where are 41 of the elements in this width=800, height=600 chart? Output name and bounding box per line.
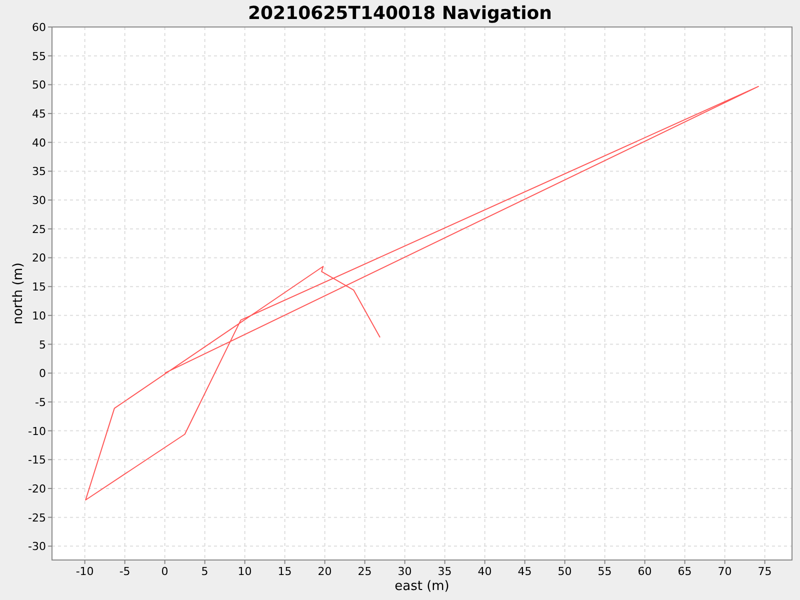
y-tick-label: 35 [32, 165, 46, 178]
y-tick-label: 50 [32, 78, 46, 92]
y-tick-label: -25 [28, 511, 46, 524]
x-tick-label: -10 [76, 565, 94, 578]
x-tick-label: 55 [598, 565, 612, 578]
x-tick-label: 25 [358, 565, 372, 578]
x-tick-label: 60 [638, 565, 652, 578]
y-tick-label: -20 [28, 482, 46, 496]
y-tick-label: 45 [32, 108, 46, 121]
y-tick-label: 10 [32, 309, 46, 322]
y-tick-label: 40 [32, 136, 46, 150]
x-tick-label: 30 [398, 565, 412, 578]
y-tick-label: 5 [39, 338, 46, 352]
y-tick-label: 30 [32, 194, 46, 208]
x-tick-label: 0 [161, 565, 168, 578]
y-tick-label: 20 [32, 252, 46, 265]
x-axis-title: east (m) [394, 579, 450, 594]
x-tick-label: 75 [758, 565, 772, 578]
y-tick-label: -10 [28, 424, 46, 438]
x-tick-label: 50 [558, 565, 572, 578]
chart-title: 20210625T140018 Navigation [248, 3, 552, 24]
y-tick-label: 60 [32, 21, 46, 34]
y-tick-label: -5 [35, 396, 46, 409]
x-tick-label: 65 [678, 565, 692, 578]
y-tick-label: 25 [32, 222, 46, 236]
x-tick-label: 20 [318, 565, 332, 578]
x-tick-label: 10 [238, 565, 252, 578]
y-tick-label: 15 [32, 280, 46, 294]
x-tick-label: 70 [718, 565, 732, 578]
y-tick-label: -15 [28, 454, 46, 467]
x-tick-label: 35 [438, 565, 452, 578]
y-axis-title: north (m) [11, 262, 26, 324]
x-tick-label: -5 [119, 565, 130, 578]
x-tick-label: 15 [278, 565, 292, 578]
x-tick-label: 45 [518, 565, 532, 578]
y-tick-label: 0 [39, 367, 46, 380]
x-tick-label: 40 [478, 565, 492, 578]
x-tick-label: 5 [201, 565, 208, 578]
y-tick-label: 55 [32, 50, 46, 63]
y-tick-label: -30 [28, 540, 46, 554]
line-series [85, 86, 759, 501]
